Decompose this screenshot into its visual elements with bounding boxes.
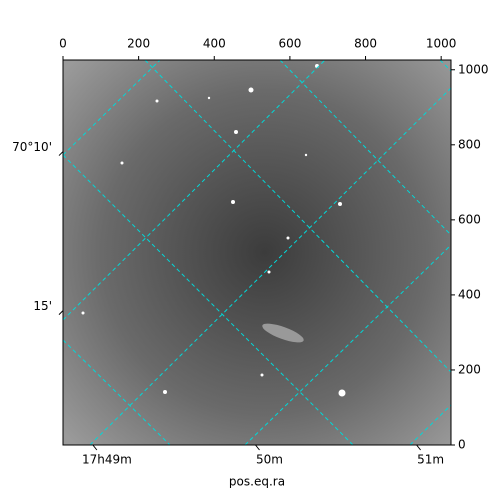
y-tick-label: 0 (458, 438, 466, 452)
x-tick-label: 200 (127, 37, 150, 51)
x-tick-label: 1000 (426, 37, 457, 51)
x-tick-label: 800 (354, 37, 377, 51)
coordinate-grid (63, 60, 451, 445)
dec-tick (58, 151, 64, 156)
x-tick-label: 0 (59, 37, 67, 51)
dec-tick-label: 15' (33, 299, 52, 313)
ra-tick (416, 444, 421, 451)
stars (81, 64, 346, 397)
y-tick-label: 400 (458, 287, 481, 301)
ra-tick-label: 51m (417, 453, 444, 467)
x-axis-label: pos.eq.ra (229, 475, 285, 489)
y-tick-label: 800 (458, 137, 481, 151)
x-tick-label: 600 (278, 37, 301, 51)
ra-tick (92, 444, 98, 451)
dec-tick-label: 70°10' (12, 140, 52, 154)
ra-tick-label: 50m (256, 453, 283, 467)
x-tick-label: 400 (203, 37, 226, 51)
ra-tick-label: 17h49m (82, 453, 132, 467)
frame (62, 59, 452, 446)
dec-tick (58, 310, 64, 316)
y-tick-label: 200 (458, 362, 481, 376)
y-tick-label: 600 (458, 212, 481, 226)
y-tick-label: 1000 (458, 62, 489, 76)
sky-image (63, 60, 451, 445)
ra-tick (255, 444, 260, 451)
